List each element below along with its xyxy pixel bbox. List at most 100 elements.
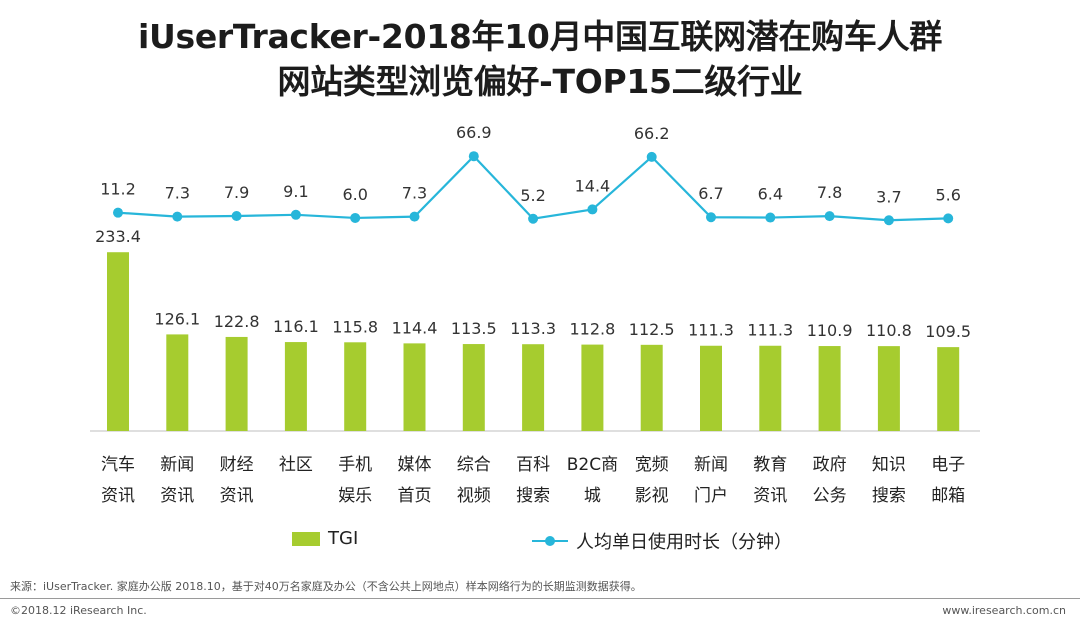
legend-label-tgi: TGI <box>328 528 359 549</box>
x-tick-label: 视频 <box>457 486 491 506</box>
duration-point <box>528 213 539 224</box>
duration-point-label: 7.8 <box>817 183 842 202</box>
tgi-bar-label: 113.5 <box>451 319 497 338</box>
tgi-bar-label: 111.3 <box>747 321 793 340</box>
x-tick-label: 城 <box>584 486 601 506</box>
x-tick-label: 搜索 <box>516 486 550 506</box>
tgi-bar <box>700 345 722 431</box>
x-tick-label: 政府 <box>813 455 847 475</box>
tgi-bar-label: 126.1 <box>154 309 200 328</box>
tgi-bar-label: 110.9 <box>807 321 853 340</box>
tgi-bar-label: 110.8 <box>866 321 912 340</box>
duration-point <box>350 212 361 223</box>
duration-point <box>706 212 716 223</box>
copyright-text: ©2018.12 iResearch Inc. <box>10 604 147 617</box>
tgi-bar <box>166 334 189 431</box>
duration-point <box>943 213 954 224</box>
duration-point <box>646 151 657 162</box>
duration-point-label: 11.2 <box>100 180 136 199</box>
x-tick-label: 宽频 <box>635 455 669 475</box>
website-link[interactable]: www.iresearch.com.cn <box>942 604 1066 617</box>
duration-point-label: 6.4 <box>758 185 783 204</box>
duration-point-label: 66.2 <box>634 124 670 143</box>
chart-title: iUserTracker-2018年10月中国互联网潜在购车人群 网站类型浏览偏… <box>0 14 1080 104</box>
tgi-bar-label: 111.3 <box>688 321 734 340</box>
duration-point-label: 7.3 <box>402 184 427 203</box>
footer-divider <box>0 598 1080 599</box>
x-tick-label: 搜索 <box>872 486 906 506</box>
x-tick-label: 知识 <box>872 455 906 475</box>
x-tick-label: 门户 <box>694 486 728 506</box>
duration-point-label: 9.1 <box>283 182 308 201</box>
tgi-bar-label: 112.5 <box>629 320 675 339</box>
legend-line-swatch-icon <box>532 534 568 548</box>
duration-point <box>824 211 835 222</box>
duration-point-label: 6.7 <box>698 184 723 203</box>
tgi-bar <box>818 346 841 431</box>
x-tick-label: 教育 <box>753 455 787 475</box>
x-tick-label: 手机 <box>338 455 372 475</box>
tgi-bar <box>284 342 307 431</box>
x-tick-label: 媒体 <box>398 455 432 475</box>
tgi-bar <box>403 343 426 431</box>
tgi-bar <box>522 344 545 431</box>
x-tick-label: 影视 <box>635 486 669 506</box>
chart-title-line-2: 网站类型浏览偏好-TOP15二级行业 <box>277 62 803 101</box>
tgi-bar <box>877 346 900 431</box>
chart-title-line-1: iUserTracker-2018年10月中国互联网潜在购车人群 <box>138 17 942 56</box>
duration-point <box>587 204 598 215</box>
tgi-bar-label: 116.1 <box>273 317 319 336</box>
duration-point <box>468 151 479 162</box>
duration-point-label: 7.3 <box>165 184 190 203</box>
duration-point <box>409 211 420 222</box>
chart-legend: TGI 人均单日使用时长（分钟） <box>0 528 1080 558</box>
x-tick-label: 公务 <box>813 486 847 506</box>
tgi-bar <box>759 345 782 431</box>
duration-point-label: 3.7 <box>876 187 901 206</box>
duration-point-label: 5.6 <box>935 185 960 204</box>
duration-point-label: 14.4 <box>575 176 611 195</box>
x-tick-label: 资讯 <box>220 486 254 506</box>
x-tick-label: 财经 <box>220 455 254 475</box>
tgi-bar-label: 109.5 <box>925 322 971 341</box>
x-tick-label: 娱乐 <box>338 486 372 506</box>
duration-point-label: 66.9 <box>456 123 492 142</box>
tgi-bar-label: 122.8 <box>214 312 260 331</box>
duration-point-label: 6.0 <box>342 185 367 204</box>
legend-bar-swatch-icon <box>292 531 320 546</box>
x-tick-label: 邮箱 <box>931 486 965 506</box>
duration-point <box>883 215 894 226</box>
x-tick-label: 新闻 <box>160 455 194 475</box>
tgi-bar-label: 114.4 <box>392 318 438 337</box>
x-tick-label: 汽车 <box>101 455 135 475</box>
duration-point <box>290 209 301 220</box>
duration-point <box>231 211 242 222</box>
x-tick-label: 首页 <box>398 486 432 506</box>
tgi-bar <box>640 344 663 431</box>
tgi-bar <box>937 347 960 431</box>
tgi-bar-label: 112.8 <box>569 320 615 339</box>
x-tick-label: B2C商 <box>567 455 618 475</box>
tgi-bar <box>344 342 367 431</box>
x-tick-label: 综合 <box>457 455 491 475</box>
tgi-bar <box>581 344 604 431</box>
tgi-bar <box>225 336 248 431</box>
duration-point-label: 7.9 <box>224 183 249 202</box>
tgi-bar <box>462 344 485 431</box>
tgi-bar-label: 115.8 <box>332 317 378 336</box>
x-tick-label: 资讯 <box>101 486 135 506</box>
x-tick-label: 电子 <box>931 455 965 475</box>
x-tick-label: 百科 <box>516 455 550 475</box>
tgi-bar <box>107 252 129 431</box>
legend-label-duration: 人均单日使用时长（分钟） <box>576 532 792 553</box>
tgi-bar-label: 113.3 <box>510 319 556 338</box>
duration-point <box>765 212 776 223</box>
x-tick-label: 资讯 <box>160 486 194 506</box>
duration-point <box>113 207 123 218</box>
legend-item-tgi: TGI <box>292 528 358 549</box>
x-tick-label: 新闻 <box>694 455 728 475</box>
duration-point <box>172 211 183 222</box>
legend-item-duration: 人均单日使用时长（分钟） <box>532 528 792 554</box>
